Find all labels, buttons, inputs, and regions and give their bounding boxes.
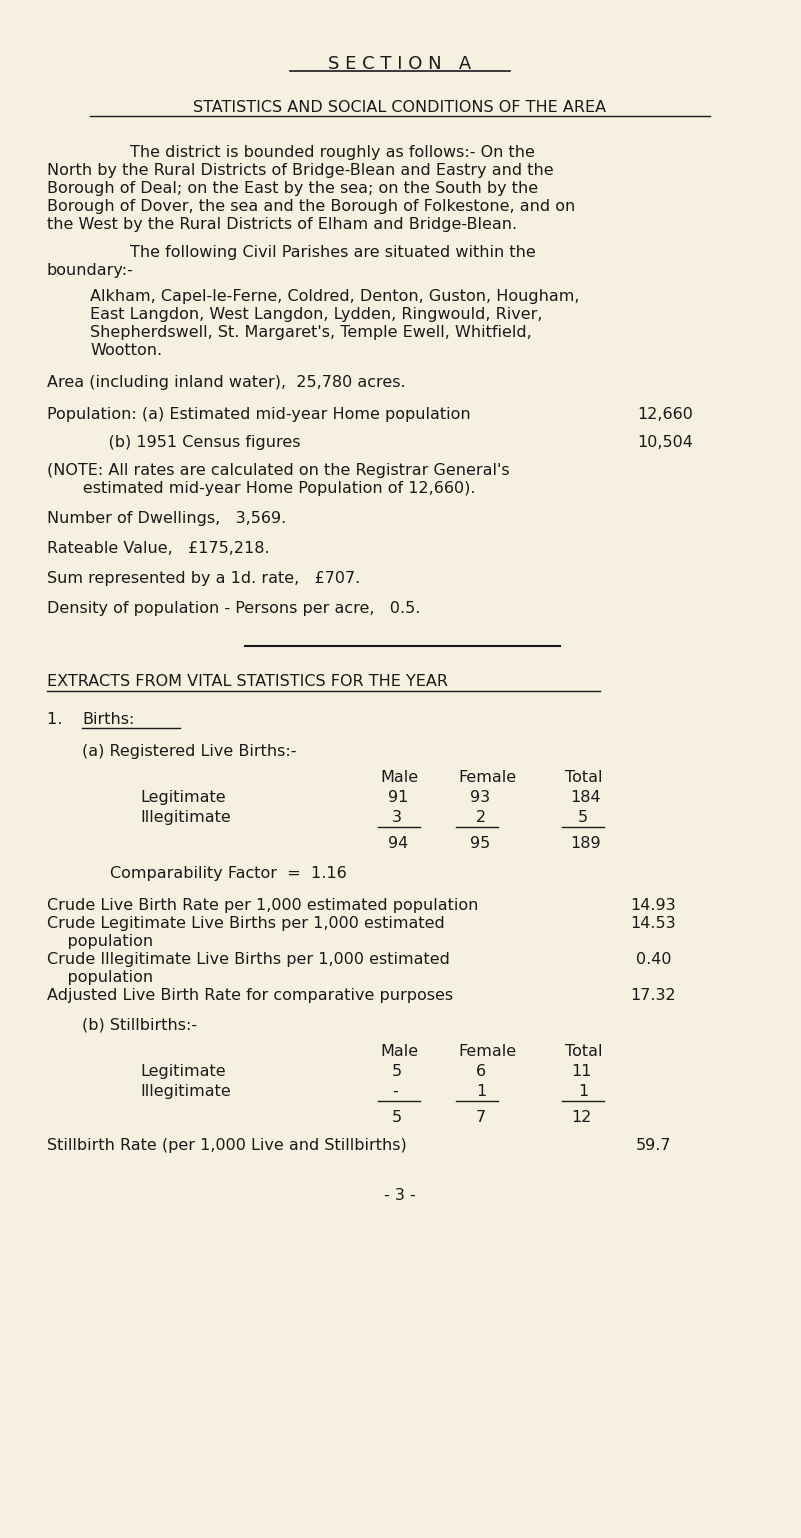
Text: Wootton.: Wootton. (90, 343, 162, 358)
Text: Female: Female (458, 1044, 516, 1060)
Text: Male: Male (380, 771, 418, 784)
Text: 5: 5 (392, 1064, 402, 1080)
Text: 14.53: 14.53 (630, 917, 675, 930)
Text: 93: 93 (470, 791, 490, 804)
Text: Borough of Dover, the sea and the Borough of Folkestone, and on: Borough of Dover, the sea and the Boroug… (47, 198, 575, 214)
Text: - 3 -: - 3 - (384, 1187, 416, 1203)
Text: Illegitimate: Illegitimate (140, 1084, 231, 1100)
Text: Rateable Value,   £175,218.: Rateable Value, £175,218. (47, 541, 270, 557)
Text: (b) 1951 Census figures: (b) 1951 Census figures (47, 435, 300, 451)
Text: Alkham, Capel-le-Ferne, Coldred, Denton, Guston, Hougham,: Alkham, Capel-le-Ferne, Coldred, Denton,… (90, 289, 579, 305)
Text: 189: 189 (570, 837, 601, 851)
Text: Births:: Births: (82, 712, 135, 727)
Text: 7: 7 (476, 1110, 486, 1124)
Text: Male: Male (380, 1044, 418, 1060)
Text: Stillbirth Rate (per 1,000 Live and Stillbirths): Stillbirth Rate (per 1,000 Live and Stil… (47, 1138, 407, 1154)
Text: Legitimate: Legitimate (140, 1064, 226, 1080)
Text: population: population (47, 934, 153, 949)
Text: 11: 11 (571, 1064, 591, 1080)
Text: 6: 6 (476, 1064, 486, 1080)
Text: Crude Illegitimate Live Births per 1,000 estimated: Crude Illegitimate Live Births per 1,000… (47, 952, 450, 967)
Text: 10,504: 10,504 (637, 435, 693, 451)
Text: (NOTE: All rates are calculated on the Registrar General's: (NOTE: All rates are calculated on the R… (47, 463, 509, 478)
Text: Legitimate: Legitimate (140, 791, 226, 804)
Text: -: - (392, 1084, 398, 1100)
Text: Borough of Deal; on the East by the sea; on the South by the: Borough of Deal; on the East by the sea;… (47, 181, 538, 195)
Text: 91: 91 (388, 791, 409, 804)
Text: Number of Dwellings,   3,569.: Number of Dwellings, 3,569. (47, 511, 286, 526)
Text: estimated mid-year Home Population of 12,660).: estimated mid-year Home Population of 12… (47, 481, 476, 495)
Text: Total: Total (565, 1044, 602, 1060)
Text: population: population (47, 970, 153, 984)
Text: Crude Live Birth Rate per 1,000 estimated population: Crude Live Birth Rate per 1,000 estimate… (47, 898, 478, 914)
Text: STATISTICS AND SOCIAL CONDITIONS OF THE AREA: STATISTICS AND SOCIAL CONDITIONS OF THE … (193, 100, 606, 115)
Text: 59.7: 59.7 (636, 1138, 671, 1154)
Text: 0.40: 0.40 (636, 952, 671, 967)
Text: (b) Stillbirths:-: (b) Stillbirths:- (82, 1018, 197, 1034)
Text: 17.32: 17.32 (630, 987, 675, 1003)
Text: Illegitimate: Illegitimate (140, 811, 231, 824)
Text: 95: 95 (470, 837, 490, 851)
Text: S E C T I O N   A: S E C T I O N A (328, 55, 472, 72)
Text: Density of population - Persons per acre,   0.5.: Density of population - Persons per acre… (47, 601, 421, 617)
Text: the West by the Rural Districts of Elham and Bridge-Blean.: the West by the Rural Districts of Elham… (47, 217, 517, 232)
Text: Shepherdswell, St. Margaret's, Temple Ewell, Whitfield,: Shepherdswell, St. Margaret's, Temple Ew… (90, 325, 532, 340)
Text: North by the Rural Districts of Bridge-Blean and Eastry and the: North by the Rural Districts of Bridge-B… (47, 163, 553, 178)
Text: Sum represented by a 1d. rate,   £707.: Sum represented by a 1d. rate, £707. (47, 571, 360, 586)
Text: East Langdon, West Langdon, Lydden, Ringwould, River,: East Langdon, West Langdon, Lydden, Ring… (90, 308, 542, 321)
Text: The following Civil Parishes are situated within the: The following Civil Parishes are situate… (130, 245, 536, 260)
Text: 1: 1 (476, 1084, 486, 1100)
Text: Total: Total (565, 771, 602, 784)
Text: 12,660: 12,660 (637, 408, 693, 421)
Text: 14.93: 14.93 (630, 898, 675, 914)
Text: 184: 184 (570, 791, 601, 804)
Text: 94: 94 (388, 837, 409, 851)
Text: Adjusted Live Birth Rate for comparative purposes: Adjusted Live Birth Rate for comparative… (47, 987, 453, 1003)
Text: 5: 5 (392, 1110, 402, 1124)
Text: EXTRACTS FROM VITAL STATISTICS FOR THE YEAR: EXTRACTS FROM VITAL STATISTICS FOR THE Y… (47, 674, 448, 689)
Text: boundary:-: boundary:- (47, 263, 134, 278)
Text: (a) Registered Live Births:-: (a) Registered Live Births:- (82, 744, 296, 758)
Text: 12: 12 (571, 1110, 591, 1124)
Text: Comparability Factor  =  1.16: Comparability Factor = 1.16 (110, 866, 347, 881)
Text: Female: Female (458, 771, 516, 784)
Text: 1.: 1. (47, 712, 73, 727)
Text: 3: 3 (392, 811, 402, 824)
Text: Population: (a) Estimated mid-year Home population: Population: (a) Estimated mid-year Home … (47, 408, 471, 421)
Text: 5: 5 (578, 811, 588, 824)
Text: Area (including inland water),  25,780 acres.: Area (including inland water), 25,780 ac… (47, 375, 405, 391)
Text: The district is bounded roughly as follows:- On the: The district is bounded roughly as follo… (130, 145, 535, 160)
Text: Crude Legitimate Live Births per 1,000 estimated: Crude Legitimate Live Births per 1,000 e… (47, 917, 445, 930)
Text: 2: 2 (476, 811, 486, 824)
Text: 1: 1 (578, 1084, 588, 1100)
